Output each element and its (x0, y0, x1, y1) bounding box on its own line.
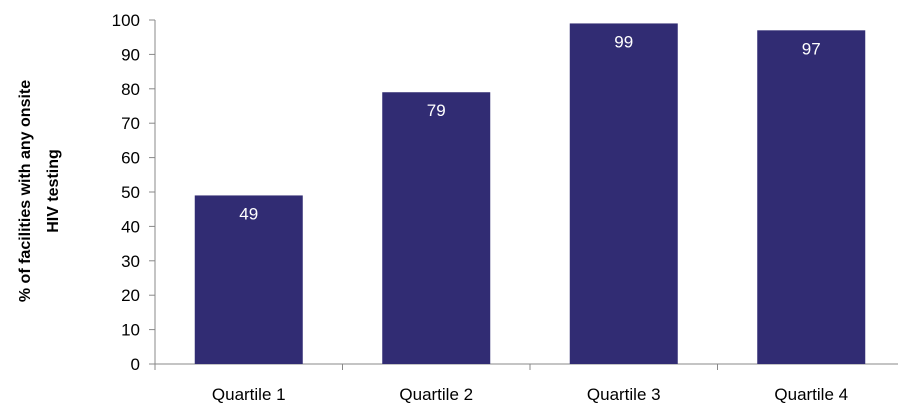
y-tick-label: 0 (131, 355, 140, 374)
y-tick-label: 60 (121, 149, 140, 168)
data-label: 97 (802, 39, 821, 58)
data-label: 79 (427, 101, 446, 120)
y-tick-label: 30 (121, 252, 140, 271)
bar (194, 195, 303, 364)
y-tick-label: 90 (121, 45, 140, 64)
y-tick-label: 80 (121, 80, 140, 99)
y-tick-label: 70 (121, 114, 140, 133)
y-tick-label: 40 (121, 217, 140, 236)
y-tick-label: 100 (112, 11, 140, 30)
data-label: 99 (614, 32, 633, 51)
x-category-label: Quartile 2 (399, 385, 473, 404)
y-axis-title-line-2: HIV testing (45, 149, 62, 233)
x-category-label: Quartile 3 (587, 385, 661, 404)
x-axis (154, 363, 898, 370)
data-label: 49 (239, 204, 258, 223)
y-tick-label: 10 (121, 321, 140, 340)
y-axis-title: % of facilities with any onsite HIV test… (17, 80, 62, 302)
y-tick-label: 20 (121, 286, 140, 305)
data-labels: 49 79 99 97 (239, 32, 820, 223)
bar (569, 23, 678, 364)
bar (757, 30, 866, 364)
y-axis-title-line-1: % of facilities with any onsite (17, 80, 34, 302)
bars (194, 23, 866, 365)
y-axis: 0 10 20 30 40 50 60 70 80 90 100 (112, 11, 156, 374)
category-labels: Quartile 1 Quartile 2 Quartile 3 Quartile 4 (212, 385, 848, 404)
bar (382, 92, 491, 365)
y-tick-label: 50 (121, 183, 140, 202)
x-category-label: Quartile 1 (212, 385, 286, 404)
x-category-label: Quartile 4 (774, 385, 848, 404)
